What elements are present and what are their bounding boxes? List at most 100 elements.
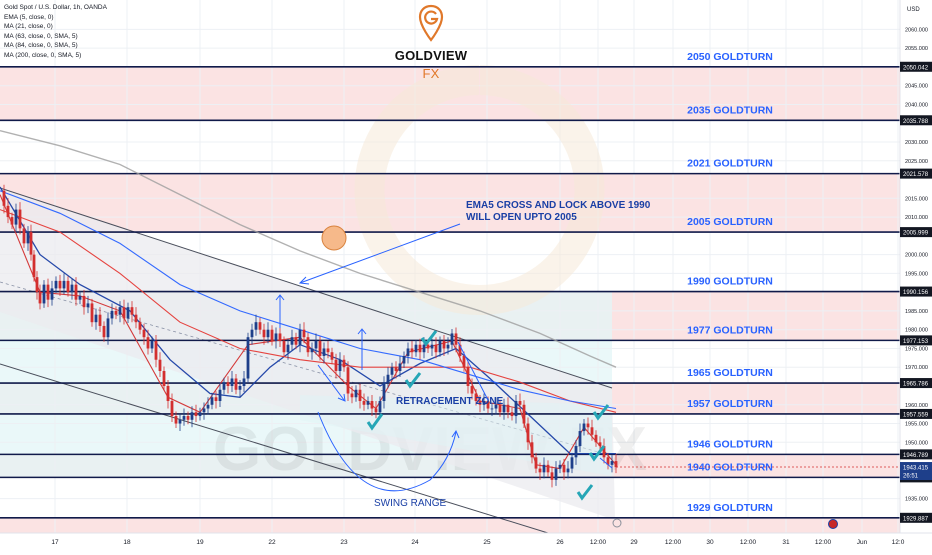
candle-body (362, 401, 366, 405)
moving-averages (0, 130, 617, 470)
swing-label: SWING RANGE (374, 498, 447, 509)
level-label: 2035 GOLDTURN (687, 104, 773, 116)
time-tick-label: 12:0 (892, 539, 905, 546)
candle-body (142, 329, 146, 338)
candle-body (42, 284, 46, 304)
time-tick-label: 12:00 (590, 539, 607, 546)
candle-body (474, 393, 478, 402)
time-tick-label: 18 (123, 539, 131, 546)
candle-body (146, 337, 150, 349)
price-axis: USD 1935.000 1950.000 1955.000 1960.000 1970… (899, 0, 932, 533)
candle-body (586, 423, 590, 428)
price-tick-label: 1955.000 (905, 422, 928, 428)
candle-body (270, 329, 274, 341)
price-tick-label: 2025.000 (905, 159, 928, 165)
candle-body (210, 397, 214, 405)
price-tag-label: 1929.887 (903, 516, 929, 522)
candle-body (278, 333, 282, 341)
candle-body (430, 344, 434, 349)
current-price-value: 1943.415 (903, 466, 929, 472)
candle-body (514, 401, 518, 417)
price-tick-label: 1995.000 (905, 271, 928, 277)
candle-body (598, 442, 602, 447)
candle-body (422, 344, 426, 353)
zone-band (0, 517, 900, 533)
down-arrow-1 (317, 364, 345, 401)
logo: GOLDVIEW FX (386, 4, 476, 83)
candle-body (230, 378, 234, 387)
candle-body (14, 209, 18, 225)
price-tick-label: 1935.000 (905, 497, 928, 503)
check-icon (576, 484, 594, 501)
legend-ma84[interactable]: MA (84, close, 0, SMA, 5) (4, 42, 78, 50)
candle-body (606, 457, 610, 465)
candle-body (122, 307, 126, 319)
candle-body (402, 355, 406, 364)
candle-body (490, 408, 494, 410)
time-axis: 17 18 19 22 23 24 25 26 12:00 29 12:00 30 12:00 31 12:… (0, 532, 932, 546)
price-tick-label: 1960.000 (905, 403, 928, 409)
price-tag (900, 408, 932, 419)
candle-body (306, 337, 310, 353)
legend-ma63[interactable]: MA (63, close, 0, SMA, 5) (4, 32, 78, 40)
candle-body (534, 457, 538, 469)
candle-body (414, 344, 418, 353)
price-tag-label: 1946.789 (903, 453, 929, 459)
candle-body (218, 389, 222, 402)
channel (0, 187, 615, 534)
time-tick-label: 26 (556, 539, 564, 546)
candle-body (178, 419, 182, 424)
current-price-tag (900, 462, 932, 481)
candle-body (574, 446, 578, 458)
candle-body (374, 408, 378, 413)
candle-body (86, 303, 90, 308)
small-arrow (599, 457, 613, 469)
candle-body (610, 461, 614, 465)
candle-body (194, 412, 198, 417)
candle-body (174, 416, 178, 424)
candle-body (106, 318, 110, 338)
candle-body (378, 401, 382, 413)
candle-body (486, 401, 490, 409)
time-tick-label: 30 (706, 539, 714, 546)
time-tick-label: 12:00 (815, 539, 832, 546)
candle-body (186, 416, 190, 420)
candle-body (138, 322, 142, 330)
symbol-title[interactable]: Gold Spot / U.S. Dollar, 1h, OANDA (4, 4, 107, 11)
time-tick-label: 17 (51, 539, 59, 546)
price-tick-label: 2000.000 (905, 253, 928, 259)
candles (2, 184, 618, 488)
level-label: 1946 GOLDTURN (687, 438, 773, 450)
level-label: 2050 GOLDTURN (687, 51, 773, 63)
candle-body (526, 423, 530, 443)
candle-body (330, 352, 334, 360)
candle-body (406, 348, 410, 356)
candle-body (350, 393, 354, 398)
price-tick-label: 2045.000 (905, 84, 928, 90)
candle-body (450, 333, 454, 345)
legend-ema5[interactable]: EMA (5, close, 0) (4, 13, 54, 21)
candle-body (154, 340, 158, 360)
candle-body (246, 337, 250, 379)
legend-ma21[interactable]: MA (21, close, 0) (4, 23, 53, 31)
candle-body (286, 344, 290, 353)
price-tag (900, 227, 932, 238)
reload-icon[interactable] (612, 518, 622, 528)
candle-body (314, 340, 318, 349)
candle-body (206, 404, 210, 409)
candle-body (554, 468, 558, 480)
candle-body (10, 217, 14, 225)
price-tag (900, 449, 932, 460)
check-icon (404, 372, 422, 389)
candle-body (29, 232, 33, 255)
candle-body (578, 431, 582, 447)
price-tag (900, 168, 932, 179)
price-tick-label: 2010.000 (905, 215, 928, 221)
time-tick-label: 22 (268, 539, 276, 546)
candle-body (346, 367, 350, 394)
candle-body (242, 378, 246, 387)
price-tick-label: 1980.000 (905, 328, 928, 334)
channel-bottom-line (0, 363, 549, 534)
legend-ma200[interactable]: MA (200, close, 0, SMA, 5) (4, 51, 82, 59)
time-tick-label: 23 (340, 539, 348, 546)
